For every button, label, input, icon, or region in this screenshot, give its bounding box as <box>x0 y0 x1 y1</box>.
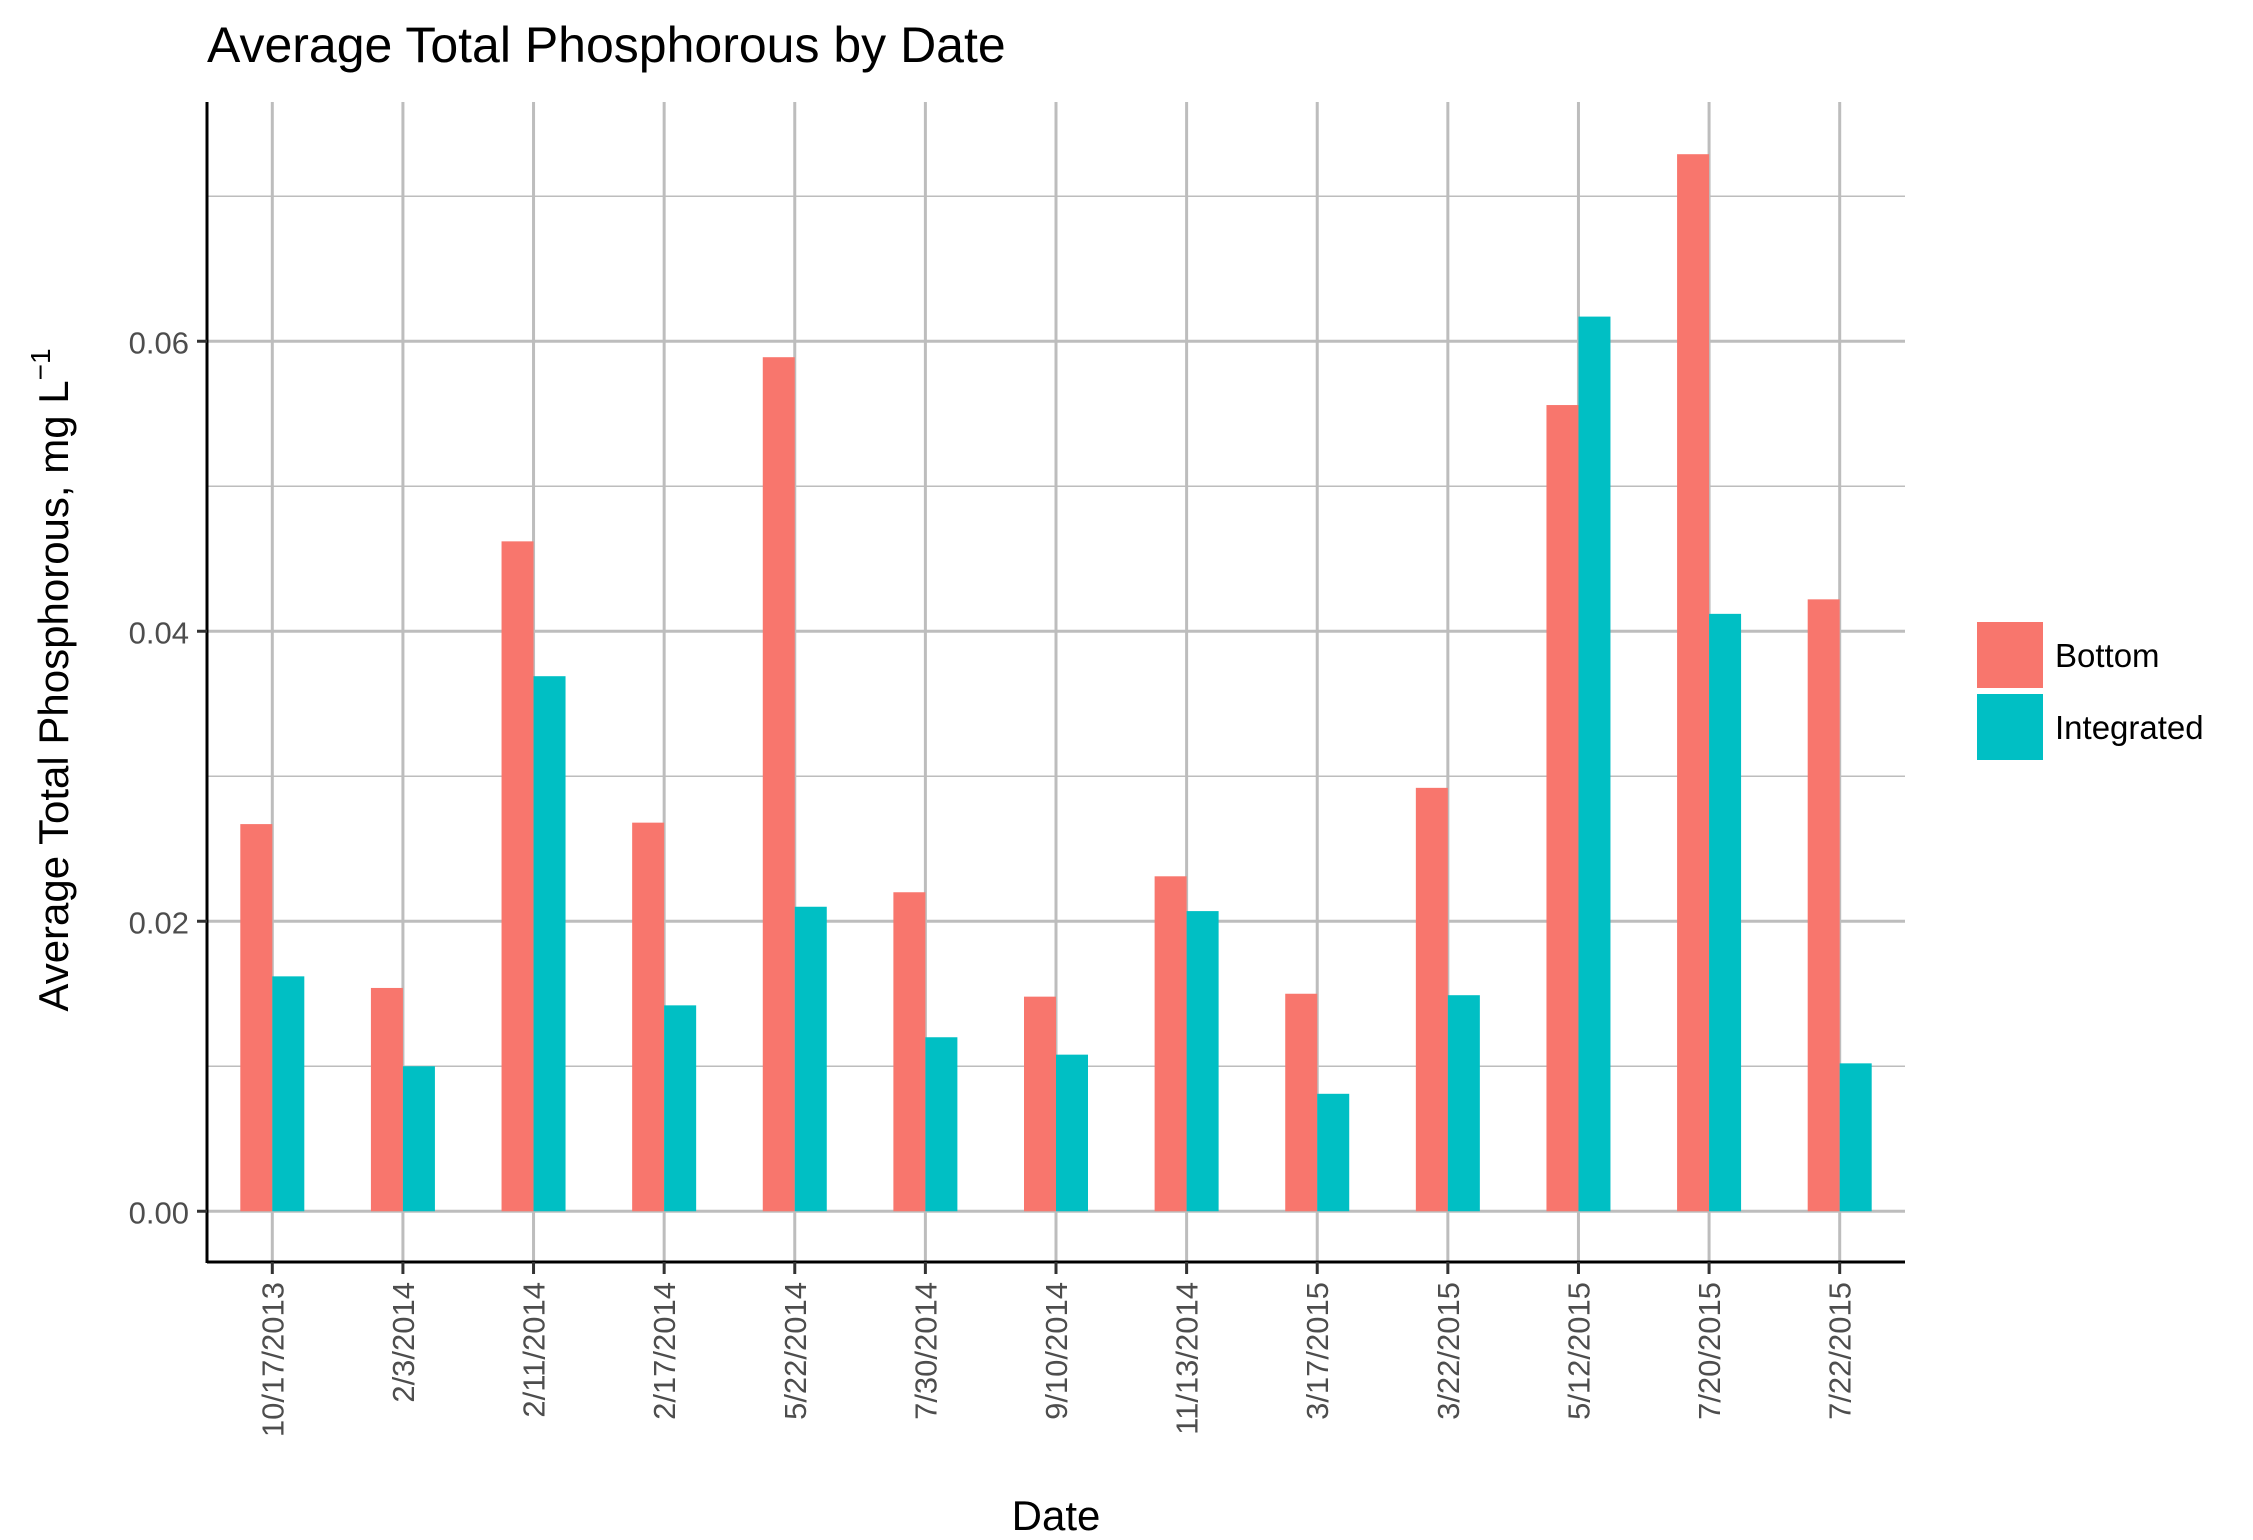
chart-title: Average Total Phosphorous by Date <box>207 17 1006 73</box>
bar-integrated <box>925 1037 958 1212</box>
x-tick-label: 10/17/2013 <box>255 1282 290 1437</box>
x-tick-label: 2/17/2014 <box>647 1282 682 1420</box>
x-tick-label: 3/22/2015 <box>1431 1282 1466 1420</box>
x-axis-title: Date <box>1012 1492 1101 1539</box>
bar-integrated <box>664 1005 697 1212</box>
bar-integrated <box>533 676 566 1212</box>
bar-integrated <box>1186 911 1219 1212</box>
x-tick-label: 5/22/2014 <box>778 1282 813 1420</box>
x-tick-label: 7/22/2015 <box>1823 1282 1858 1420</box>
legend-key-integrated <box>1977 694 2043 760</box>
bar-integrated <box>402 1066 435 1212</box>
y-axis-title-superscript: −1 <box>25 348 56 380</box>
bar-integrated <box>1447 995 1480 1212</box>
x-tick-label: 2/11/2014 <box>517 1282 552 1418</box>
legend-key-bottom <box>1977 622 2043 688</box>
x-tick-label: 11/13/2014 <box>1170 1282 1205 1435</box>
legend-label-integrated: Integrated <box>2055 709 2204 746</box>
bar-bottom <box>1415 787 1448 1212</box>
x-tick-label: 7/30/2014 <box>908 1282 943 1420</box>
y-axis-title-text: Average Total Phosphorous, mg L <box>30 380 77 1011</box>
bar-integrated <box>1578 316 1611 1212</box>
bar-bottom <box>632 822 665 1212</box>
bar-integrated <box>272 976 305 1212</box>
x-tick-label: 7/20/2015 <box>1692 1282 1727 1420</box>
bar-bottom <box>893 892 926 1212</box>
bar-integrated <box>1839 1063 1872 1212</box>
bar-bottom <box>501 541 534 1212</box>
y-tick-label: 0.06 <box>129 325 189 360</box>
x-ticks: 10/17/2013 2/3/2014 2/11/2014 2/17/2014 5/22… <box>255 1262 1858 1437</box>
x-tick-label: 5/12/2015 <box>1561 1282 1596 1420</box>
bar-bottom <box>1285 993 1318 1212</box>
bar-bottom <box>240 824 273 1212</box>
bar-bottom <box>1154 876 1187 1212</box>
bars <box>240 154 1872 1212</box>
y-ticks: 0.00 0.02 0.04 0.06 <box>129 325 207 1230</box>
x-tick-label: 2/3/2014 <box>386 1282 421 1403</box>
bar-bottom <box>1807 599 1840 1212</box>
bar-integrated <box>1056 1054 1088 1212</box>
legend-label-bottom: Bottom <box>2055 637 2160 674</box>
bar-bottom <box>1546 405 1579 1212</box>
x-tick-label: 3/17/2015 <box>1300 1282 1335 1420</box>
y-tick-label: 0.04 <box>129 615 189 650</box>
bar-bottom <box>1024 996 1056 1212</box>
y-axis-title: Average Total Phosphorous, mg L−1 <box>25 348 77 1011</box>
y-tick-label: 0.00 <box>129 1195 189 1230</box>
bar-integrated <box>1709 613 1742 1212</box>
bar-bottom <box>370 987 403 1212</box>
bar-bottom <box>1677 154 1710 1212</box>
x-tick-label: 9/10/2014 <box>1039 1282 1074 1420</box>
y-tick-label: 0.02 <box>129 905 189 940</box>
bar-bottom <box>762 357 795 1212</box>
legend: Bottom Integrated <box>1977 622 2204 760</box>
bar-integrated <box>794 906 827 1212</box>
bar-integrated <box>1317 1093 1350 1212</box>
